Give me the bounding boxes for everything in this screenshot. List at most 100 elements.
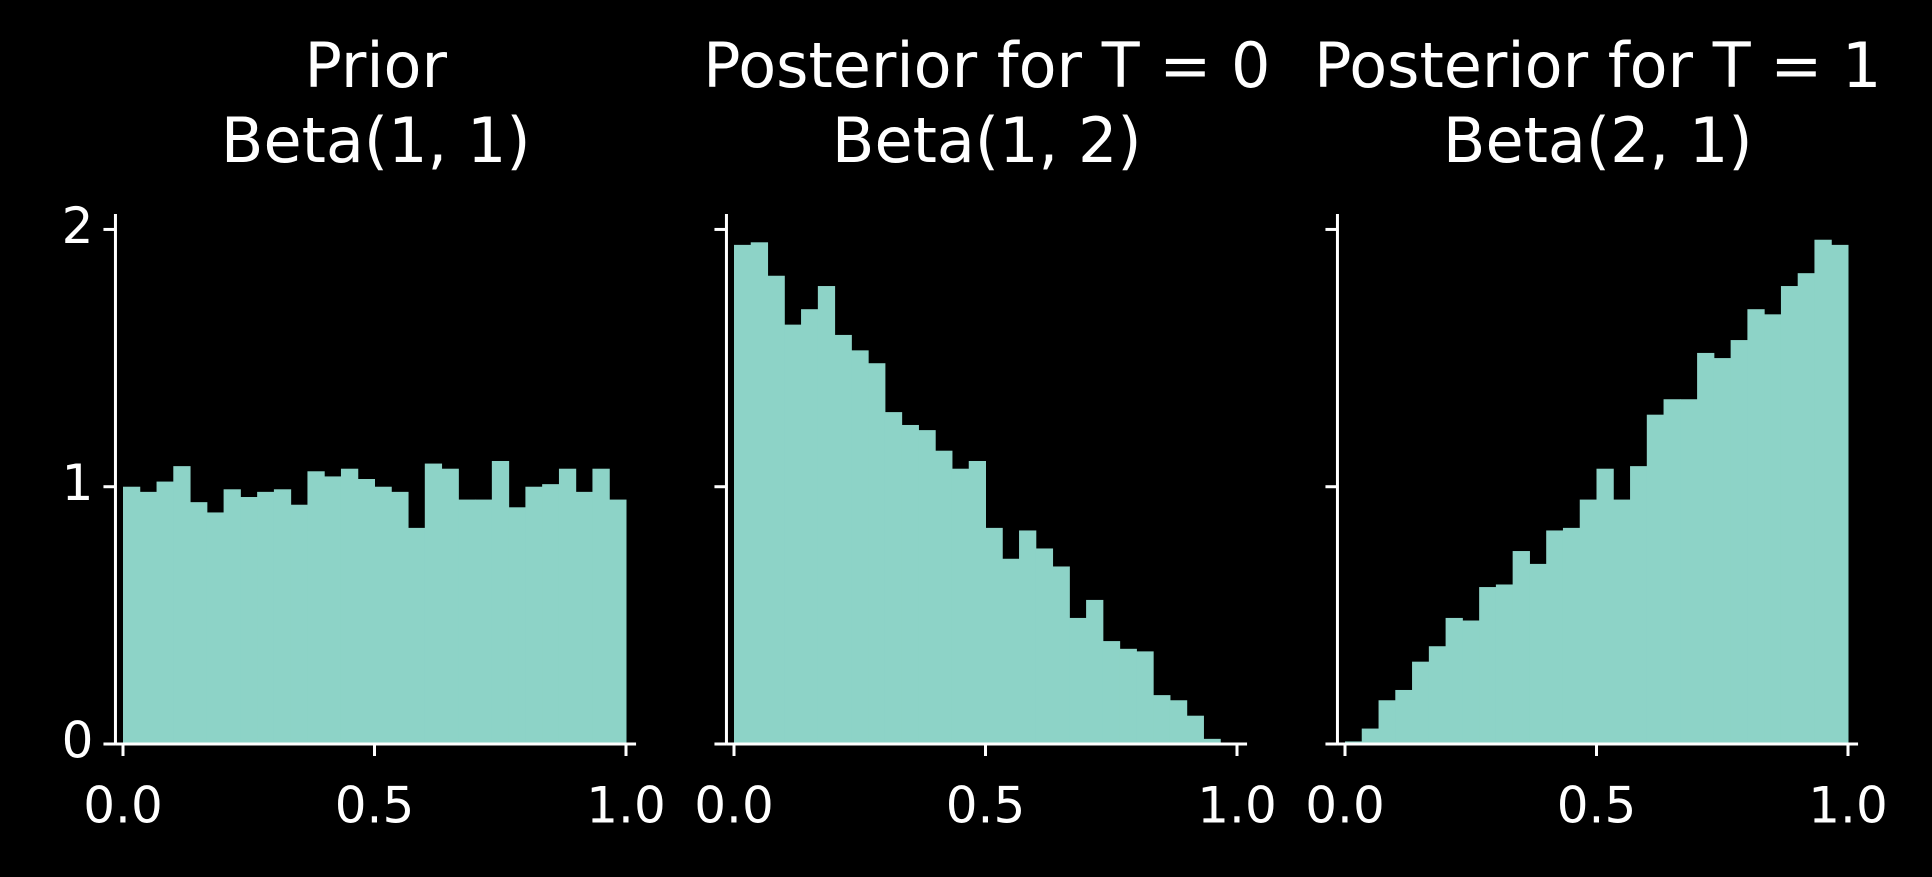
bar bbox=[1546, 530, 1564, 744]
bar bbox=[1730, 340, 1748, 744]
bar bbox=[918, 430, 936, 744]
bar bbox=[1445, 617, 1463, 744]
x-tick-label: 0.0 bbox=[83, 777, 163, 835]
bar bbox=[257, 491, 275, 744]
bar bbox=[1764, 314, 1782, 744]
x-tick-label: 1.0 bbox=[1808, 777, 1888, 835]
bar bbox=[1562, 527, 1581, 744]
bar bbox=[801, 309, 819, 744]
bar bbox=[968, 460, 986, 744]
bar bbox=[123, 486, 141, 744]
x-tick-label: 1.0 bbox=[586, 777, 666, 835]
bar bbox=[1378, 700, 1396, 744]
panel-title: Posterior for T = 0 bbox=[703, 29, 1270, 102]
bar bbox=[1713, 358, 1732, 744]
x-tick-label: 0.0 bbox=[1305, 777, 1385, 835]
bar bbox=[290, 504, 308, 744]
bar bbox=[1002, 558, 1020, 744]
bar bbox=[1102, 641, 1121, 744]
bar bbox=[1169, 700, 1188, 744]
x-tick-label: 0.5 bbox=[335, 777, 415, 835]
bar bbox=[508, 507, 526, 744]
bar bbox=[834, 334, 852, 744]
bar bbox=[374, 486, 392, 744]
bar bbox=[1153, 695, 1171, 744]
bar bbox=[491, 460, 510, 744]
bar bbox=[139, 491, 158, 744]
bar bbox=[240, 497, 258, 744]
bar bbox=[424, 463, 443, 744]
bar bbox=[868, 363, 886, 744]
panel-title: Beta(1, 2) bbox=[832, 104, 1142, 177]
bar bbox=[1186, 715, 1204, 744]
bar bbox=[340, 468, 359, 744]
x-tick-label: 0.0 bbox=[694, 777, 774, 835]
bar bbox=[1814, 239, 1832, 744]
x-tick-label: 0.5 bbox=[1557, 777, 1637, 835]
bar bbox=[190, 502, 208, 744]
bar bbox=[851, 350, 869, 744]
bar bbox=[156, 481, 174, 744]
bar bbox=[558, 468, 577, 744]
bar bbox=[441, 468, 459, 744]
bar bbox=[1680, 399, 1698, 744]
bar bbox=[273, 489, 292, 744]
bar bbox=[525, 486, 543, 744]
bar bbox=[901, 424, 919, 744]
bar bbox=[609, 499, 627, 744]
bar bbox=[1596, 468, 1614, 744]
bar bbox=[575, 491, 593, 744]
bar bbox=[1479, 587, 1497, 744]
bar bbox=[206, 512, 225, 744]
bar bbox=[1579, 499, 1597, 744]
bar bbox=[1797, 273, 1815, 744]
y-tick-label: 1 bbox=[62, 454, 94, 512]
bar bbox=[817, 286, 836, 744]
bar bbox=[391, 491, 409, 744]
bar bbox=[1395, 689, 1413, 744]
bar bbox=[1462, 620, 1480, 744]
bar bbox=[324, 476, 342, 744]
bar bbox=[1203, 738, 1221, 744]
panel-title: Posterior for T = 1 bbox=[1314, 29, 1881, 102]
bar bbox=[307, 471, 325, 744]
bar bbox=[1512, 551, 1530, 744]
bar bbox=[592, 468, 610, 744]
bar bbox=[1613, 499, 1631, 744]
bar bbox=[1831, 244, 1849, 744]
bar bbox=[1069, 617, 1087, 744]
bar bbox=[1428, 646, 1447, 744]
bar bbox=[1495, 584, 1514, 744]
bar bbox=[1697, 352, 1715, 744]
x-tick-label: 0.5 bbox=[946, 777, 1026, 835]
bar bbox=[408, 527, 426, 744]
bar bbox=[1646, 414, 1665, 744]
bar bbox=[1663, 399, 1681, 744]
bar bbox=[734, 244, 752, 744]
bar bbox=[750, 242, 769, 744]
bar bbox=[951, 468, 970, 744]
panel-title: Beta(1, 1) bbox=[221, 104, 531, 177]
bar bbox=[1052, 566, 1070, 744]
bar bbox=[458, 499, 476, 744]
bar bbox=[1019, 530, 1037, 744]
bar bbox=[1361, 728, 1380, 744]
bar bbox=[1529, 563, 1547, 744]
bar bbox=[1747, 309, 1765, 744]
bar bbox=[223, 489, 241, 744]
bar bbox=[1780, 286, 1799, 744]
bar bbox=[475, 499, 493, 744]
panel-title: Prior bbox=[305, 29, 448, 102]
bar bbox=[542, 484, 560, 744]
bar bbox=[935, 450, 953, 744]
y-tick-label: 2 bbox=[62, 197, 94, 255]
x-tick-label: 1.0 bbox=[1197, 777, 1277, 835]
bar bbox=[1086, 599, 1104, 744]
bar bbox=[884, 412, 903, 744]
panel-title: Beta(2, 1) bbox=[1443, 104, 1753, 177]
bar bbox=[767, 275, 785, 744]
